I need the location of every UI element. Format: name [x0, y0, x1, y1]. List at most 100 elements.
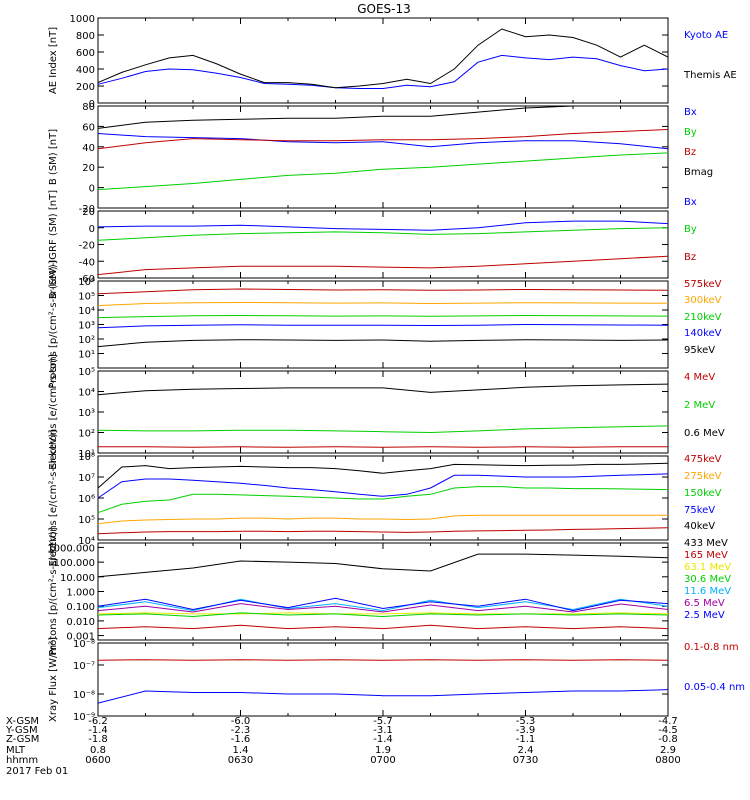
legend-entry: 4 MeV: [684, 372, 715, 383]
y-axis-label: B (SM)-IGRF (SM) [nT]: [48, 190, 59, 299]
orbit-row-label: hhmm: [6, 755, 38, 766]
series-line-2-5-mev: [97, 597, 669, 612]
legend-entry: 0.1-0.8 nm: [684, 642, 739, 653]
orbit-value: 0.8: [90, 745, 106, 756]
legend-entry: 275keV: [684, 471, 722, 482]
y-tick-label: 0: [89, 224, 95, 235]
panel-frame: [97, 17, 669, 104]
orbit-value: 1.4: [233, 745, 249, 756]
legend-entry: 11.6 MeV: [684, 586, 731, 597]
legend-entry: 2.5 MeV: [684, 610, 725, 621]
series-line-433-mev: [97, 553, 669, 578]
orbit-value: 2.4: [518, 745, 534, 756]
legend-entry: 140keV: [684, 328, 722, 339]
legend-entry: By: [684, 224, 697, 235]
y-tick-label: 0.010: [66, 617, 95, 628]
panel-1: 0 200 400 600 800 1000 AE Index [nT] Kyoto AE Th…: [48, 14, 737, 110]
y-tick-label: 10³: [78, 321, 95, 332]
legend-entry: 165 MeV: [684, 550, 728, 561]
orbit-value: -5.3: [516, 716, 536, 727]
y-tick-label: 200: [76, 82, 95, 93]
orbit-value: -3.1: [373, 725, 393, 736]
series-line-11-6-mev: [97, 598, 669, 612]
legend-entry: 63.1 MeV: [684, 562, 731, 573]
series-line-575kev: [97, 288, 669, 295]
y-tick-label: 10⁶: [78, 494, 95, 505]
y-tick-label: 10⁷: [78, 473, 95, 484]
chart-title: GOES-13: [357, 2, 411, 16]
panel-frame: [97, 542, 669, 641]
y-tick-label: -40: [79, 257, 95, 268]
panel-7: 0.001 0.010 0.100 1.000 10.000 100.000 1000.00…: [47, 527, 731, 655]
series-line-bmag: [97, 105, 668, 129]
orbit-value: -1.8: [88, 734, 108, 745]
panel-2: -20 0 20 40 60 80 B (SM) [nT] Bx By Bz Bmag: [48, 102, 713, 215]
series-line-95kev: [97, 339, 669, 348]
orbit-value: -1.4: [88, 725, 108, 736]
y-tick-label: 10⁵: [78, 292, 95, 303]
orbit-value: 1.9: [375, 745, 391, 756]
orbit-value: -6.0: [231, 716, 251, 727]
legend-entry: 75keV: [684, 505, 715, 516]
legend-entry: Bx: [684, 107, 697, 118]
y-tick-label: 10⁻⁹: [73, 712, 95, 723]
series-line-bx: [97, 220, 669, 231]
panel-3: -60 -40 -20 0 20 B (SM)-IGRF (SM) [nT] Bx By Bz: [48, 190, 697, 299]
legend-entry: 575keV: [684, 279, 722, 290]
orbit-value: -4.7: [658, 716, 678, 727]
series-line-6-5-mev: [97, 603, 669, 613]
orbit-value: 0700: [370, 755, 395, 766]
legend-entry: Bz: [684, 252, 696, 263]
series-line-0-6-mev: [97, 383, 669, 396]
legend-entry: 0.05-0.4 nm: [684, 682, 745, 693]
y-tick-label: 1000.000: [47, 543, 95, 554]
series-line-bz: [97, 255, 669, 276]
y-tick-label: 10⁴: [78, 536, 95, 547]
series-line-475kev: [97, 527, 669, 535]
orbit-value: -3.9: [516, 725, 536, 736]
panel-8: 10⁻⁹ 10⁻⁸ 10⁻⁷ 10⁻⁸ Xray Flux [W/m²] 0.1-0.8 …: [48, 637, 745, 723]
y-axis-label: Electrons [e/(cm²-s-sr)]: [48, 354, 59, 470]
orbit-row-label: MLT: [6, 745, 26, 756]
legend-entry: Themis AE: [683, 70, 737, 81]
orbit-value: 0800: [655, 755, 680, 766]
panel-4: 10¹ 10² 10³ 10⁴ 10⁵ 10⁶ Protons [p/(cm²-s-sr-k…: [48, 260, 722, 388]
y-tick-label: 20: [82, 163, 95, 174]
orbit-value: -1.4: [373, 734, 393, 745]
series-line-275kev: [97, 514, 668, 525]
orbit-value: -0.8: [658, 734, 678, 745]
legend-entry: By: [684, 127, 697, 138]
series-line-63-1-mev: [97, 612, 669, 615]
y-tick-label: 0: [89, 184, 95, 195]
y-tick-label: 10³: [78, 408, 95, 419]
series-line-140kev: [97, 323, 669, 329]
y-tick-label: 0.100: [66, 602, 95, 613]
legend-entry: 6.5 MeV: [684, 598, 725, 609]
orbit-value: 2.9: [660, 745, 676, 756]
series-line-bx: [97, 133, 669, 150]
orbit-row-label: Z-GSM: [6, 734, 39, 745]
y-tick-label: 400: [76, 65, 95, 76]
y-tick-label: 100.000: [54, 558, 95, 569]
orbit-value: -2.3: [231, 725, 251, 736]
legend-entry: 30.6 MeV: [684, 574, 731, 585]
series-line-30-6-mev: [97, 612, 669, 618]
orbit-value: -1.6: [231, 734, 251, 745]
panel-6: 10⁴ 10⁵ 10⁶ 10⁷ 10⁸ Electrons [e/(cm²-s-sr-ke…: [48, 429, 722, 566]
series-line-165-mev: [97, 624, 669, 630]
y-axis-label: Protons [p/(cm²-s-sr-keV)]: [48, 260, 59, 388]
y-tick-label: 0: [89, 99, 95, 110]
legend-entry: 95keV: [684, 345, 715, 356]
series-line-210kev: [97, 314, 669, 319]
y-tick-label: 10⁵: [78, 515, 95, 526]
y-tick-label: 80: [82, 102, 95, 113]
orbit-value: 0730: [513, 755, 538, 766]
y-tick-label: 10⁶: [78, 277, 95, 288]
legend-entry: 150keV: [684, 488, 722, 499]
y-tick-label: 10⁵: [78, 367, 95, 378]
y-tick-label: 0.001: [66, 632, 95, 643]
y-tick-label: 20: [82, 207, 95, 218]
orbit-value: 0600: [85, 755, 110, 766]
panel-frame: [97, 370, 669, 454]
